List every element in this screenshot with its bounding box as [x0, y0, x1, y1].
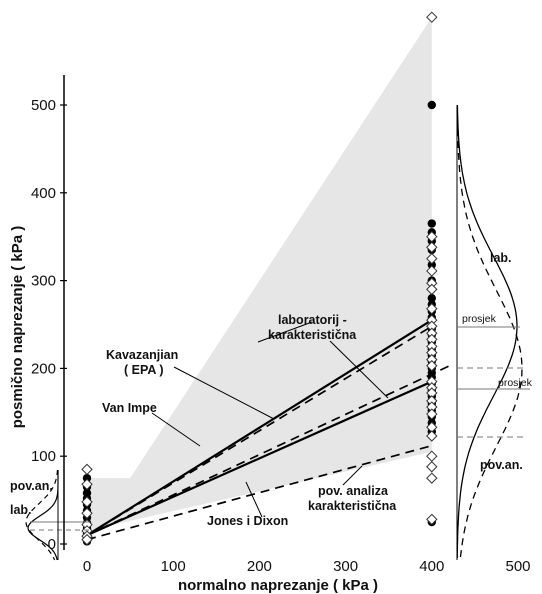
open-diamond-point	[81, 496, 93, 508]
filled-point	[427, 100, 436, 110]
annotation-povan-left: pov.an.	[10, 479, 53, 493]
annotations: laboratorij - karakteristična Kavazanjia…	[10, 251, 533, 528]
trend-lines	[86, 319, 454, 541]
axes: 0 100 200 300 400 500 0 100 200 300 400 500	[31, 75, 531, 575]
y-tick-label: 0	[48, 536, 56, 553]
open-diamond-point	[426, 430, 438, 442]
x-tick-label: 300	[333, 558, 358, 575]
lab-distribution-curve	[456, 104, 518, 558]
annotation-jones-dixon: Jones i Dixon	[207, 514, 288, 528]
annotation-kavazanjian-2: ( EPA )	[124, 363, 164, 377]
trend-line-2	[86, 380, 433, 537]
open-diamond-point	[81, 507, 93, 519]
open-diamond-point	[426, 11, 438, 23]
open-diamond-point	[426, 513, 438, 526]
trend-line-1	[86, 325, 433, 536]
y-tick-label: 100	[31, 448, 56, 465]
annotation-pov-analiza-2: karakteristična	[308, 499, 397, 513]
y-tick-label: 300	[31, 273, 56, 290]
filled-point	[427, 293, 436, 303]
x-axis-label: normalno naprezanje ( kPa )	[178, 577, 378, 594]
annotation-van-impe: Van Impe	[102, 401, 157, 415]
annotation-lab-left: lab.	[10, 503, 32, 517]
data-points	[81, 11, 438, 546]
open-diamond-point	[426, 408, 438, 420]
open-diamond-point	[426, 450, 438, 462]
y-tick-label: 200	[31, 360, 56, 377]
x-tick-label: 400	[419, 558, 444, 575]
annotation-kavazanjian-1: Kavazanjian	[106, 348, 178, 362]
trend-line-3	[86, 363, 454, 536]
x-tick-label: 500	[505, 558, 530, 575]
annotation-povan-right: pov.an.	[480, 458, 523, 472]
left-analysis-distribution-curve	[25, 469, 59, 561]
trend-line-0	[86, 319, 433, 537]
open-diamond-point	[426, 265, 438, 277]
annotation-lab-char-2: karakteristična	[268, 328, 357, 342]
annotation-prosjek-1: prosjek	[462, 313, 497, 325]
annotation-pov-analiza-1: pov. analiza	[318, 484, 389, 498]
annotation-prosjek-2: prosjek	[498, 377, 533, 389]
x-tick-label: 100	[161, 558, 186, 575]
filled-point	[427, 219, 436, 228]
distribution-curves	[25, 104, 530, 561]
y-axis-label: posmično naprezanje ( kPa )	[9, 226, 26, 429]
analysis-distribution-curve	[456, 105, 523, 559]
open-diamond-point	[426, 302, 438, 315]
y-tick-label: 400	[31, 185, 56, 202]
x-tick-label: 200	[247, 558, 272, 575]
annotation-lab-right: lab.	[490, 251, 512, 265]
open-diamond-point	[426, 360, 438, 372]
y-tick-label: 500	[31, 97, 56, 114]
shaded-regions	[87, 17, 432, 531]
open-diamond-point	[81, 478, 93, 491]
open-diamond-point	[426, 283, 438, 296]
open-diamond-point	[426, 472, 438, 484]
open-diamond-point	[426, 461, 438, 473]
shaded-envelope	[87, 17, 432, 531]
filled-point	[82, 473, 92, 483]
open-diamond-point	[81, 533, 93, 546]
annotation-lab-char-1: laboratorij -	[278, 313, 347, 327]
open-diamond-point	[426, 252, 438, 265]
x-tick-label: 0	[83, 558, 91, 575]
open-diamond-point	[426, 241, 438, 253]
open-diamond-point	[81, 463, 93, 476]
filled-point	[427, 260, 436, 269]
